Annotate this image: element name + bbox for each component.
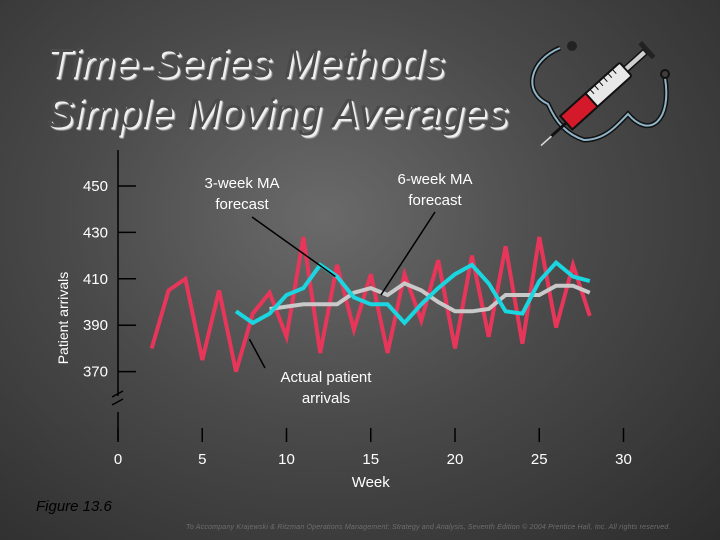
annotation-pointer: [251, 216, 336, 278]
annotation-pointer: [248, 338, 266, 369]
annotation: Actual patient arrivals: [248, 338, 373, 407]
y-tick-label: 390: [83, 317, 108, 334]
x-tick-label: 10: [278, 451, 295, 468]
x-tick-label: 30: [615, 451, 632, 468]
chart-annotations: 6-week MA forecast 3-week MA forecast Actual…: [204, 171, 472, 407]
annotation: 6-week MA forecast: [380, 171, 473, 296]
chart-axes: 370 390 410 430 450 0 5 10 15 20 25 30 Week Patient a…: [55, 150, 632, 491]
stethoscope-syringe-icon: [529, 41, 670, 147]
annotation-label-line2: arrivals: [302, 390, 350, 407]
x-tick-label: 15: [362, 451, 379, 468]
y-tick-label: 370: [83, 364, 108, 381]
copyright-credit: To Accompany Krajewski & Ritzman Operati…: [186, 524, 671, 531]
annotation-label-line1: 3-week MA: [204, 175, 279, 192]
x-tick-label: 20: [447, 451, 464, 468]
annotation-label-line2: forecast: [215, 196, 269, 213]
title-line-2: Simple Moving Averages: [46, 90, 509, 136]
x-tick-label: 25: [531, 451, 548, 468]
annotation: 3-week MA forecast: [204, 175, 336, 278]
y-tick-label: 430: [83, 224, 108, 241]
axis-break-mark: [111, 390, 124, 398]
annotation-label-line1: Actual patient: [281, 369, 373, 386]
x-tick-label: 5: [198, 451, 206, 468]
series-lines: [149, 236, 592, 373]
y-tick-label: 410: [83, 271, 108, 288]
y-axis-title: Patient arrivals: [55, 272, 71, 365]
annotation-pointer: [380, 211, 436, 296]
figure-caption: Figure 13.6: [36, 498, 112, 515]
axis-break-mark: [111, 398, 124, 406]
title-line-1: Time-Series Methods: [46, 40, 445, 86]
x-axis-title: Week: [352, 474, 391, 491]
y-tick-label: 450: [83, 178, 108, 195]
series-line-3-week-ma-forecast: [234, 259, 591, 326]
annotation-label-line2: forecast: [408, 192, 462, 209]
slide-title: Time-Series Methods Simple Moving Averag…: [46, 38, 508, 138]
annotation-label-line1: 6-week MA: [397, 171, 472, 188]
x-tick-label: 0: [114, 451, 122, 468]
